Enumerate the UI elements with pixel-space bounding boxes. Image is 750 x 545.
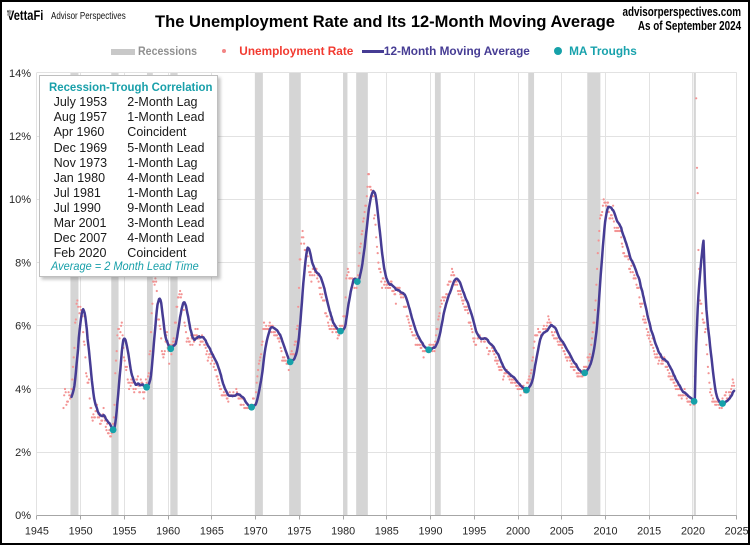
svg-text:1950: 1950 (69, 526, 93, 538)
svg-text:1955: 1955 (112, 526, 136, 538)
svg-text:2005: 2005 (550, 526, 574, 538)
svg-text:1945: 1945 (25, 526, 49, 538)
svg-text:1965: 1965 (200, 526, 224, 538)
svg-text:0%: 0% (15, 510, 31, 522)
svg-text:2020: 2020 (681, 526, 705, 538)
svg-text:1985: 1985 (375, 526, 399, 538)
svg-text:10%: 10% (9, 194, 31, 206)
svg-text:1975: 1975 (287, 526, 311, 538)
svg-text:2%: 2% (15, 447, 31, 459)
svg-text:2025: 2025 (725, 526, 749, 538)
svg-text:6%: 6% (15, 321, 31, 333)
svg-text:1960: 1960 (156, 526, 180, 538)
svg-text:2000: 2000 (506, 526, 530, 538)
svg-text:1995: 1995 (462, 526, 486, 538)
svg-text:4%: 4% (15, 384, 31, 396)
svg-text:2015: 2015 (637, 526, 661, 538)
svg-text:1970: 1970 (244, 526, 268, 538)
svg-text:8%: 8% (15, 257, 31, 269)
svg-text:2010: 2010 (593, 526, 617, 538)
svg-text:1980: 1980 (331, 526, 355, 538)
svg-text:1990: 1990 (418, 526, 442, 538)
svg-text:12%: 12% (9, 131, 31, 143)
svg-text:14%: 14% (9, 68, 31, 80)
